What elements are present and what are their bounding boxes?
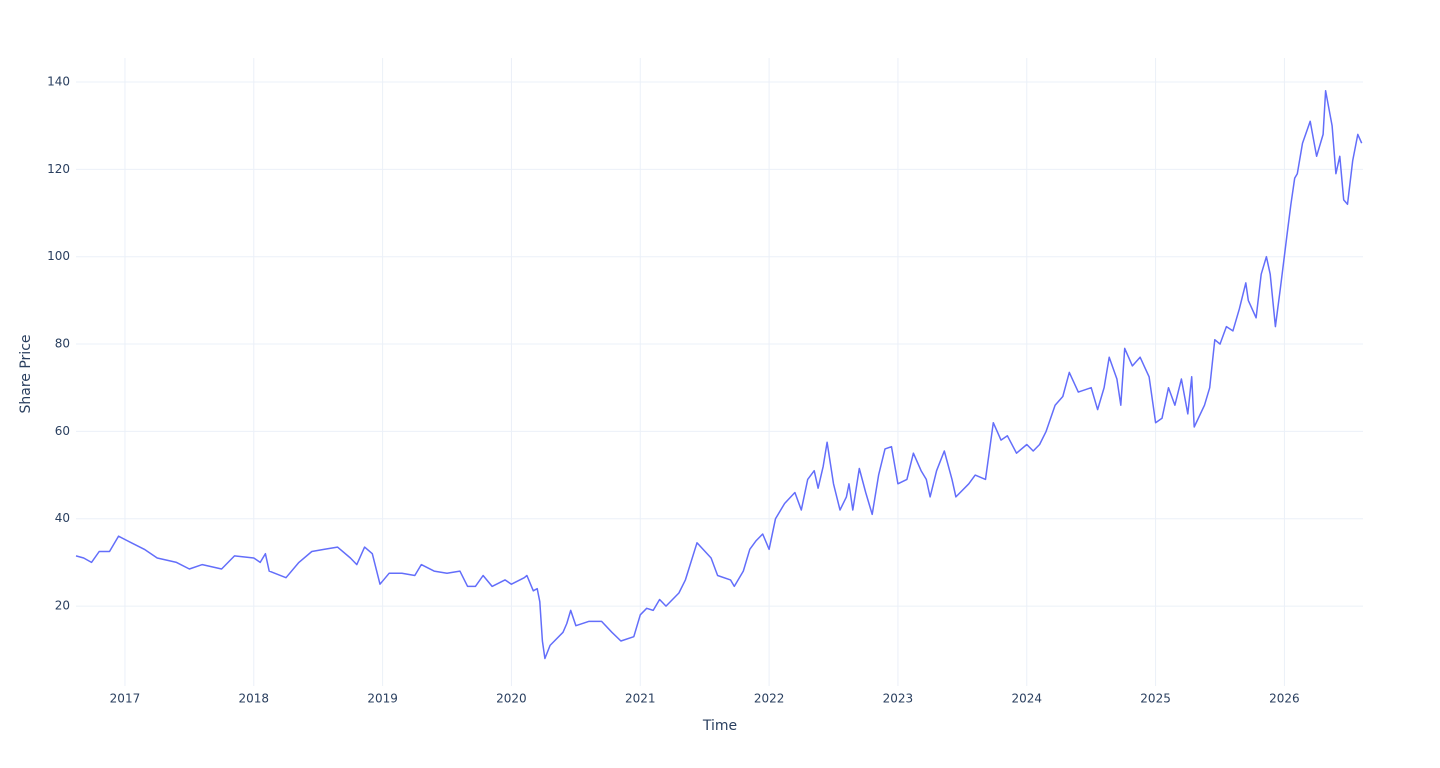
y-tick-label: 20	[55, 599, 70, 613]
y-tick-label: 60	[55, 424, 70, 438]
x-tick-label: 2022	[754, 692, 785, 706]
x-tick-label: 2019	[367, 692, 398, 706]
y-tick-label: 80	[55, 337, 70, 351]
y-axis-label: Share Price	[18, 334, 34, 413]
y-tick-label: 120	[47, 162, 70, 176]
x-tick-label: 2025	[1140, 692, 1171, 706]
x-tick-label: 2026	[1269, 692, 1300, 706]
x-tick-label: 2021	[625, 692, 656, 706]
y-tick-label: 40	[55, 511, 70, 525]
x-axis-label: Time	[702, 718, 737, 734]
y-tick-label: 100	[47, 249, 70, 263]
x-tick-label: 2018	[239, 692, 270, 706]
y-tick-label: 140	[47, 75, 70, 89]
x-tick-label: 2020	[496, 692, 527, 706]
x-tick-label: 2017	[110, 692, 141, 706]
x-tick-label: 2024	[1011, 692, 1042, 706]
line-series	[75, 90, 1363, 660]
x-tick-label: 2023	[883, 692, 914, 706]
